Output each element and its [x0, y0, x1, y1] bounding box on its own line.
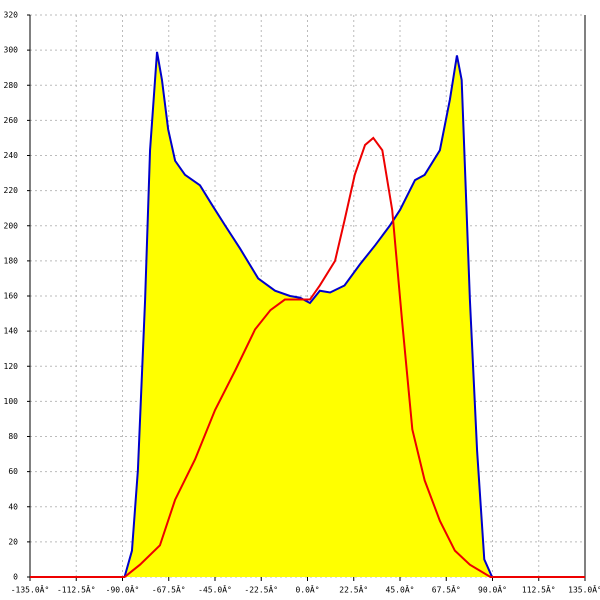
x-tick-label: 22.5Â°: [339, 584, 368, 595]
y-tick-label: 180: [4, 256, 19, 265]
y-tick-label: 0: [13, 573, 18, 582]
y-tick-label: 200: [4, 221, 19, 230]
y-tick-label: 280: [4, 81, 19, 90]
x-tick-label: -67.5Â°: [152, 584, 186, 595]
x-tick-label: 0.0Â°: [295, 584, 319, 595]
x-tick-label: -45.0Â°: [198, 584, 232, 595]
y-tick-label: 220: [4, 186, 19, 195]
y-tick-label: 100: [4, 397, 19, 406]
x-tick-label: 112.5Â°: [522, 584, 556, 595]
x-tick-label: 90.0Â°: [478, 584, 507, 595]
x-tick-label: -135.0Â°: [11, 584, 50, 595]
y-tick-label: 80: [8, 432, 18, 441]
x-tick-label: 45.0Â°: [386, 584, 415, 595]
series-line: [30, 136, 585, 578]
x-tick-label: -112.5Â°: [57, 584, 96, 595]
y-tick-label: 40: [8, 502, 18, 511]
y-tick-label: 20: [8, 537, 18, 546]
y-tick-label: 240: [4, 151, 19, 160]
x-tick-label: 135.0Â°: [568, 584, 600, 595]
x-tick-label: 67.5Â°: [432, 584, 461, 595]
y-tick-label: 300: [4, 46, 19, 55]
y-tick-label: 120: [4, 362, 19, 371]
y-tick-label: 60: [8, 467, 18, 476]
y-tick-label: 320: [4, 11, 19, 20]
y-tick-label: 140: [4, 327, 19, 336]
y-tick-label: 260: [4, 116, 19, 125]
x-tick-label: -22.5Â°: [244, 584, 278, 595]
area-fill: [124, 51, 493, 578]
y-tick-label: 160: [4, 292, 19, 301]
x-tick-label: -90.0Â°: [106, 584, 140, 595]
